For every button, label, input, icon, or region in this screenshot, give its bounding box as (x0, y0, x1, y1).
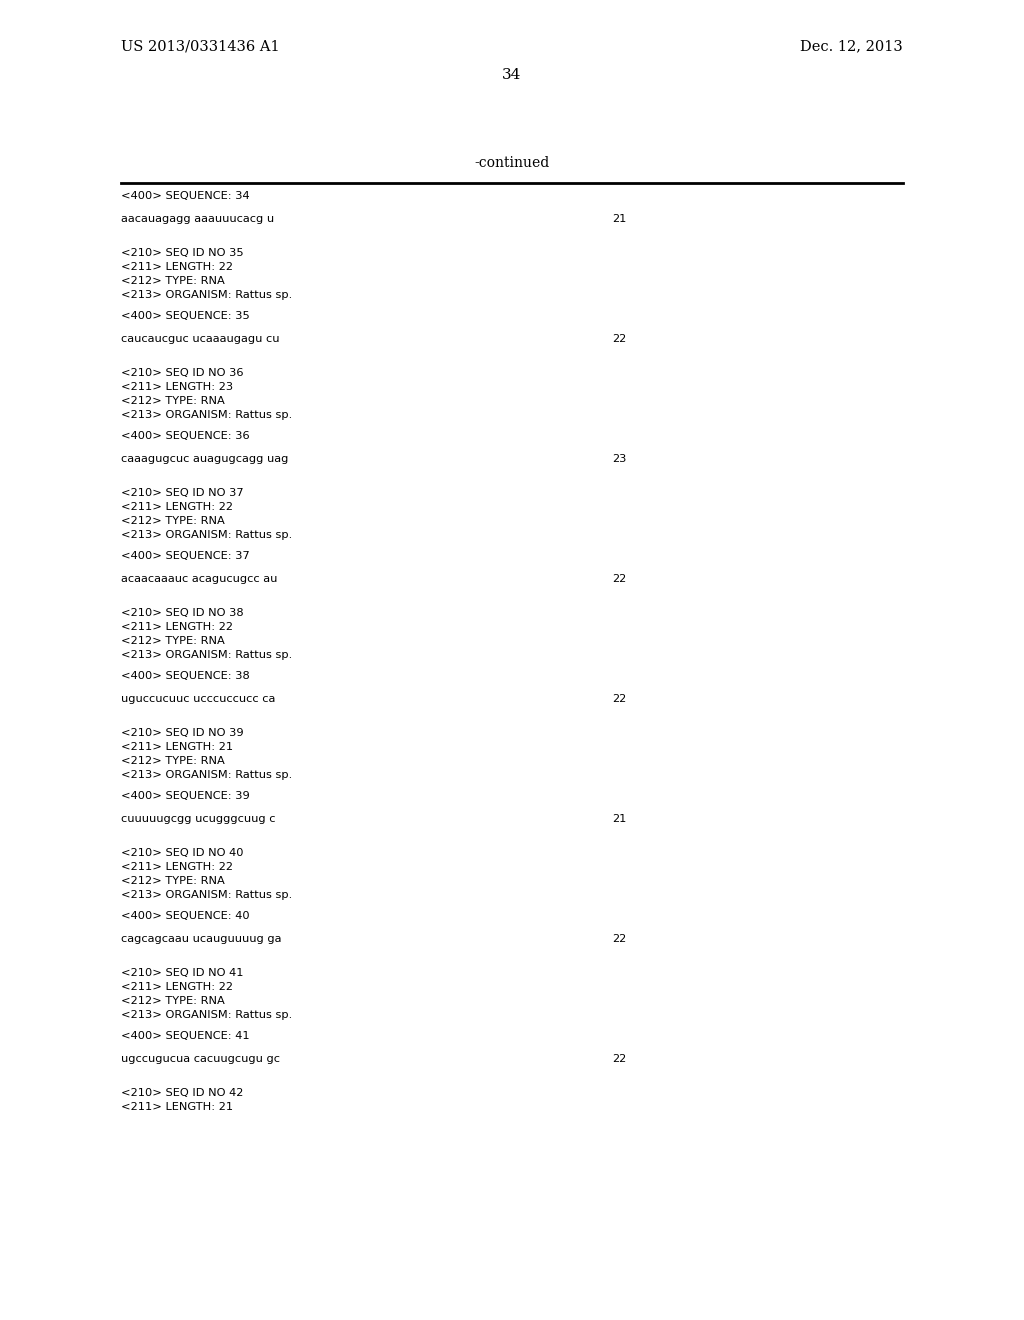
Text: 22: 22 (612, 1053, 627, 1064)
Text: <210> SEQ ID NO 38: <210> SEQ ID NO 38 (121, 609, 244, 618)
Text: <210> SEQ ID NO 42: <210> SEQ ID NO 42 (121, 1088, 244, 1098)
Text: 22: 22 (612, 574, 627, 583)
Text: ugccugucua cacuugcugu gc: ugccugucua cacuugcugu gc (121, 1053, 280, 1064)
Text: 21: 21 (612, 814, 627, 824)
Text: cuuuuugcgg ucugggcuug c: cuuuuugcgg ucugggcuug c (121, 814, 275, 824)
Text: aacauagagg aaauuucacg u: aacauagagg aaauuucacg u (121, 214, 274, 224)
Text: <210> SEQ ID NO 37: <210> SEQ ID NO 37 (121, 488, 244, 498)
Text: <211> LENGTH: 21: <211> LENGTH: 21 (121, 742, 232, 752)
Text: <212> TYPE: RNA: <212> TYPE: RNA (121, 636, 224, 645)
Text: <213> ORGANISM: Rattus sp.: <213> ORGANISM: Rattus sp. (121, 411, 292, 420)
Text: US 2013/0331436 A1: US 2013/0331436 A1 (121, 40, 280, 53)
Text: <212> TYPE: RNA: <212> TYPE: RNA (121, 516, 224, 525)
Text: Dec. 12, 2013: Dec. 12, 2013 (801, 40, 903, 53)
Text: <213> ORGANISM: Rattus sp.: <213> ORGANISM: Rattus sp. (121, 1010, 292, 1020)
Text: <400> SEQUENCE: 34: <400> SEQUENCE: 34 (121, 191, 250, 201)
Text: <400> SEQUENCE: 38: <400> SEQUENCE: 38 (121, 671, 250, 681)
Text: <400> SEQUENCE: 41: <400> SEQUENCE: 41 (121, 1031, 250, 1041)
Text: 34: 34 (503, 69, 521, 82)
Text: <211> LENGTH: 23: <211> LENGTH: 23 (121, 381, 232, 392)
Text: 23: 23 (612, 454, 627, 465)
Text: uguccucuuc ucccuccucc ca: uguccucuuc ucccuccucc ca (121, 694, 275, 704)
Text: <212> TYPE: RNA: <212> TYPE: RNA (121, 396, 224, 407)
Text: <213> ORGANISM: Rattus sp.: <213> ORGANISM: Rattus sp. (121, 290, 292, 300)
Text: caucaucguc ucaaaugagu cu: caucaucguc ucaaaugagu cu (121, 334, 280, 345)
Text: <213> ORGANISM: Rattus sp.: <213> ORGANISM: Rattus sp. (121, 770, 292, 780)
Text: 22: 22 (612, 935, 627, 944)
Text: <212> TYPE: RNA: <212> TYPE: RNA (121, 276, 224, 286)
Text: <212> TYPE: RNA: <212> TYPE: RNA (121, 997, 224, 1006)
Text: <400> SEQUENCE: 37: <400> SEQUENCE: 37 (121, 550, 250, 561)
Text: <400> SEQUENCE: 40: <400> SEQUENCE: 40 (121, 911, 250, 921)
Text: <213> ORGANISM: Rattus sp.: <213> ORGANISM: Rattus sp. (121, 531, 292, 540)
Text: <213> ORGANISM: Rattus sp.: <213> ORGANISM: Rattus sp. (121, 890, 292, 900)
Text: -continued: -continued (474, 156, 550, 170)
Text: <212> TYPE: RNA: <212> TYPE: RNA (121, 876, 224, 886)
Text: <213> ORGANISM: Rattus sp.: <213> ORGANISM: Rattus sp. (121, 649, 292, 660)
Text: <211> LENGTH: 21: <211> LENGTH: 21 (121, 1102, 232, 1111)
Text: 21: 21 (612, 214, 627, 224)
Text: cagcagcaau ucauguuuug ga: cagcagcaau ucauguuuug ga (121, 935, 282, 944)
Text: <210> SEQ ID NO 40: <210> SEQ ID NO 40 (121, 847, 244, 858)
Text: <400> SEQUENCE: 36: <400> SEQUENCE: 36 (121, 432, 250, 441)
Text: <212> TYPE: RNA: <212> TYPE: RNA (121, 756, 224, 766)
Text: <211> LENGTH: 22: <211> LENGTH: 22 (121, 982, 232, 993)
Text: <400> SEQUENCE: 35: <400> SEQUENCE: 35 (121, 312, 250, 321)
Text: 22: 22 (612, 334, 627, 345)
Text: <211> LENGTH: 22: <211> LENGTH: 22 (121, 502, 232, 512)
Text: <211> LENGTH: 22: <211> LENGTH: 22 (121, 261, 232, 272)
Text: <211> LENGTH: 22: <211> LENGTH: 22 (121, 622, 232, 632)
Text: <210> SEQ ID NO 39: <210> SEQ ID NO 39 (121, 729, 244, 738)
Text: <210> SEQ ID NO 36: <210> SEQ ID NO 36 (121, 368, 244, 378)
Text: 22: 22 (612, 694, 627, 704)
Text: <210> SEQ ID NO 35: <210> SEQ ID NO 35 (121, 248, 244, 257)
Text: <211> LENGTH: 22: <211> LENGTH: 22 (121, 862, 232, 873)
Text: caaagugcuc auagugcagg uag: caaagugcuc auagugcagg uag (121, 454, 288, 465)
Text: acaacaaauc acagucugcc au: acaacaaauc acagucugcc au (121, 574, 278, 583)
Text: <400> SEQUENCE: 39: <400> SEQUENCE: 39 (121, 791, 250, 801)
Text: <210> SEQ ID NO 41: <210> SEQ ID NO 41 (121, 968, 244, 978)
